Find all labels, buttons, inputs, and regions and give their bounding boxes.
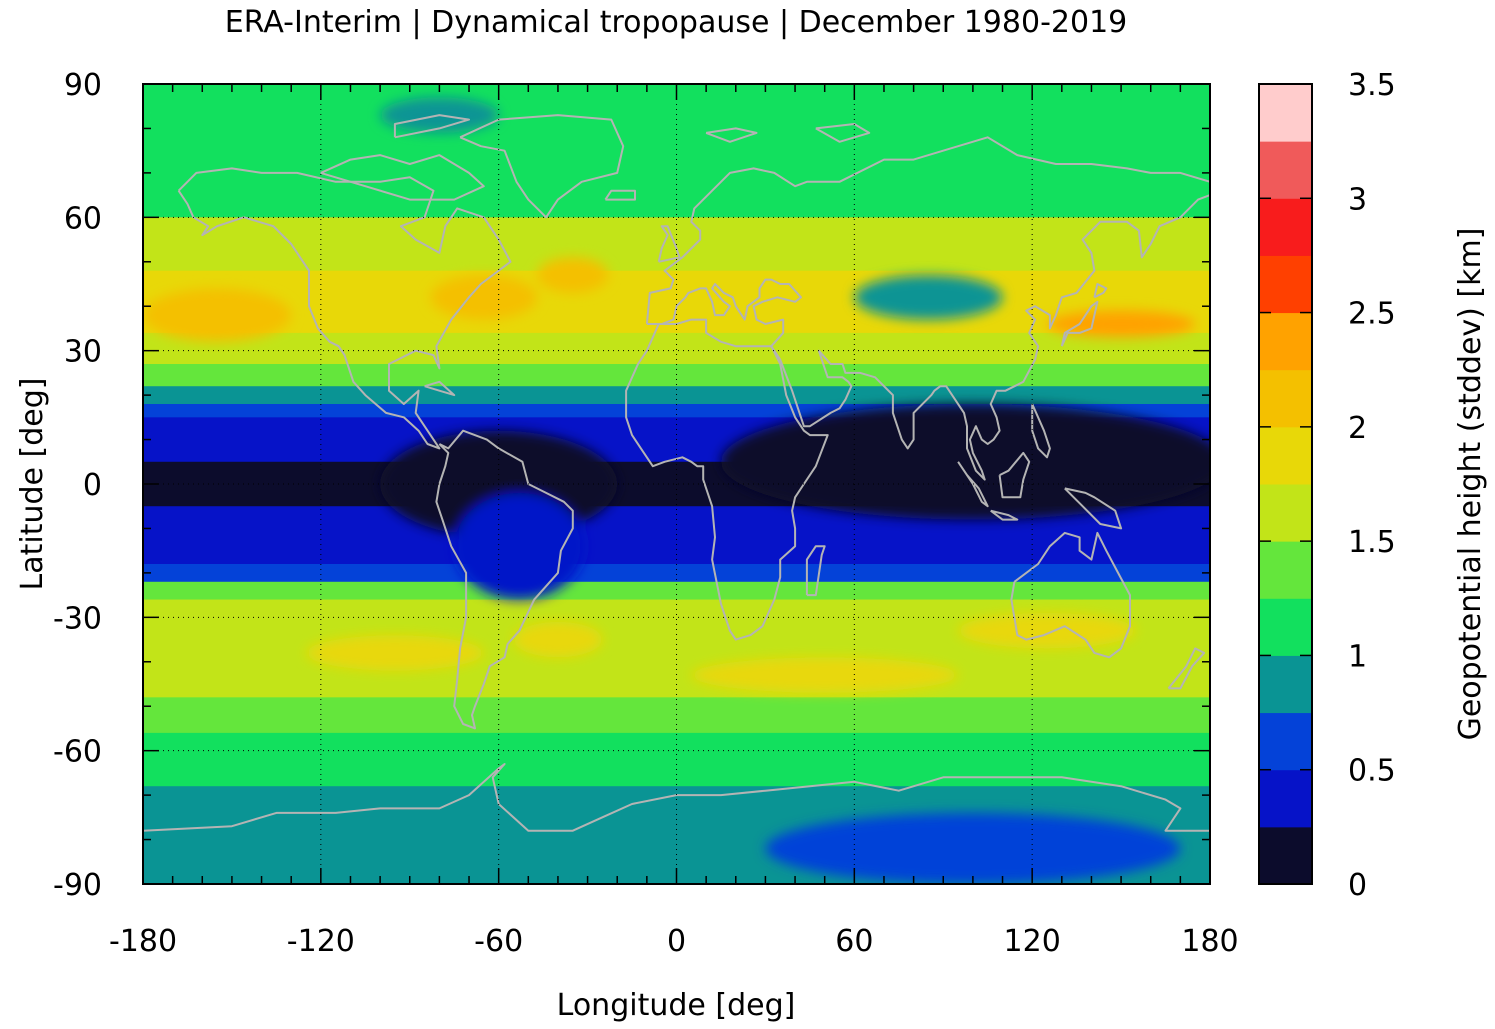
colorbar-swatch-9 — [1259, 312, 1312, 371]
colorbar-tick-label: 1.5 — [1348, 525, 1396, 560]
y-tick-label: 60 — [64, 201, 102, 236]
colorbar-swatch-10 — [1259, 255, 1312, 314]
axis-ticks — [142, 83, 1211, 885]
coastline-16 — [657, 225, 681, 263]
y-tick-label: 0 — [83, 468, 102, 503]
y-tick-label: 30 — [64, 335, 102, 370]
y-tick-label: -60 — [53, 735, 102, 770]
y-tick-label: -30 — [53, 601, 102, 636]
field-feature-9 — [454, 492, 585, 600]
colorbar-label: Geopotential height (stddev) [km] — [1453, 228, 1488, 741]
y-axis-label: Latitude [deg] — [15, 378, 50, 591]
colorbar — [1259, 84, 1312, 885]
field-band-14 — [143, 697, 1210, 734]
colorbar-swatch-3 — [1259, 655, 1312, 714]
coastline-8 — [957, 461, 989, 508]
x-tick-labels: -180 -120 -60 0 60 120 180 — [109, 924, 1239, 959]
colorbar-frame — [1258, 83, 1313, 885]
colorbar-tick-label: 3 — [1348, 182, 1367, 217]
coastline-21 — [1167, 647, 1206, 690]
colorbar-tick-label: 2.5 — [1348, 297, 1396, 332]
coastline-7 — [143, 763, 1210, 832]
coastline-20 — [393, 114, 470, 139]
field-band-6 — [143, 386, 1210, 405]
x-tick-label: 120 — [1004, 924, 1061, 959]
colorbar-tick-label: 0.5 — [1348, 754, 1396, 789]
colorbar-tick-labels: 3.5 3 2.5 2 1.5 1 0.5 0 — [1259, 68, 1396, 903]
coastline-13 — [1060, 300, 1099, 347]
colorbar-swatch-12 — [1259, 141, 1312, 199]
coastline-11 — [1064, 487, 1123, 530]
field-feature-2 — [537, 257, 609, 293]
colorbar-swatch-2 — [1259, 712, 1312, 771]
colorbar-tick-label: 3.5 — [1348, 68, 1396, 103]
coastline-18 — [424, 380, 456, 397]
field-feature-5 — [854, 275, 1003, 320]
coastline-10 — [998, 451, 1031, 499]
colorbar-tick-label: 2 — [1348, 411, 1367, 446]
coastline-1 — [435, 429, 574, 730]
coastline-6 — [1010, 531, 1131, 659]
coastline-22 — [815, 123, 871, 143]
coastlines — [143, 114, 1210, 832]
colorbar-swatch-0 — [1259, 826, 1312, 885]
x-tick-label: -60 — [474, 924, 523, 959]
colorbar-tick-label: 1 — [1348, 639, 1367, 674]
coastline-17 — [604, 189, 636, 201]
field-feature-12 — [691, 657, 959, 693]
coastline-15 — [805, 545, 826, 597]
coastline-14 — [1093, 283, 1108, 299]
x-tick-label: 180 — [1181, 924, 1238, 959]
field-feature-0 — [143, 288, 292, 342]
field-feature-1 — [430, 275, 538, 320]
field-band-3 — [143, 270, 1210, 334]
coastline-9 — [990, 509, 1019, 521]
colorbar-tick-label: 0 — [1348, 868, 1367, 903]
plot-area — [143, 84, 1210, 884]
y-tick-label: -90 — [53, 868, 102, 903]
coastline-4 — [646, 194, 1210, 481]
colorbar-swatch-5 — [1259, 541, 1312, 599]
field-feature-10 — [765, 812, 1181, 884]
field-feature-7 — [721, 404, 1210, 520]
colorbar-swatch-4 — [1259, 598, 1312, 656]
colorbar-swatch-1 — [1259, 769, 1312, 828]
y-tick-label: 90 — [64, 68, 102, 103]
x-tick-label: 0 — [667, 924, 686, 959]
y-tick-labels: 90 60 30 0 -30 -60 -90 — [53, 68, 102, 903]
x-tick-label: -120 — [287, 924, 355, 959]
field-feature-11 — [513, 621, 603, 658]
coastline-3 — [645, 136, 1210, 325]
colorbar-swatch-13 — [1259, 84, 1312, 142]
coastline-19 — [320, 154, 485, 201]
coastline-5 — [625, 318, 829, 641]
coastline-2 — [459, 114, 625, 219]
colorbar-swatch-8 — [1259, 369, 1312, 428]
field-feature-13 — [958, 612, 1136, 649]
x-axis-label: Longitude [deg] — [557, 988, 796, 1023]
colorbar-swatch-11 — [1259, 198, 1312, 256]
field-feature-14 — [306, 635, 484, 671]
x-tick-label: -180 — [109, 924, 177, 959]
field-band-5 — [143, 364, 1210, 387]
gridlines — [143, 84, 1210, 884]
chart-title: ERA-Interim | Dynamical tropopause | Dec… — [225, 5, 1128, 40]
field-band-11 — [143, 564, 1210, 583]
coastline-12 — [1031, 403, 1051, 459]
colorbar-swatch-7 — [1259, 426, 1312, 485]
coastline-23 — [705, 127, 758, 143]
field-band-12 — [143, 581, 1210, 601]
coastline-0 — [177, 167, 512, 450]
colorbar-swatch-6 — [1259, 484, 1312, 542]
x-tick-label: 60 — [835, 924, 873, 959]
